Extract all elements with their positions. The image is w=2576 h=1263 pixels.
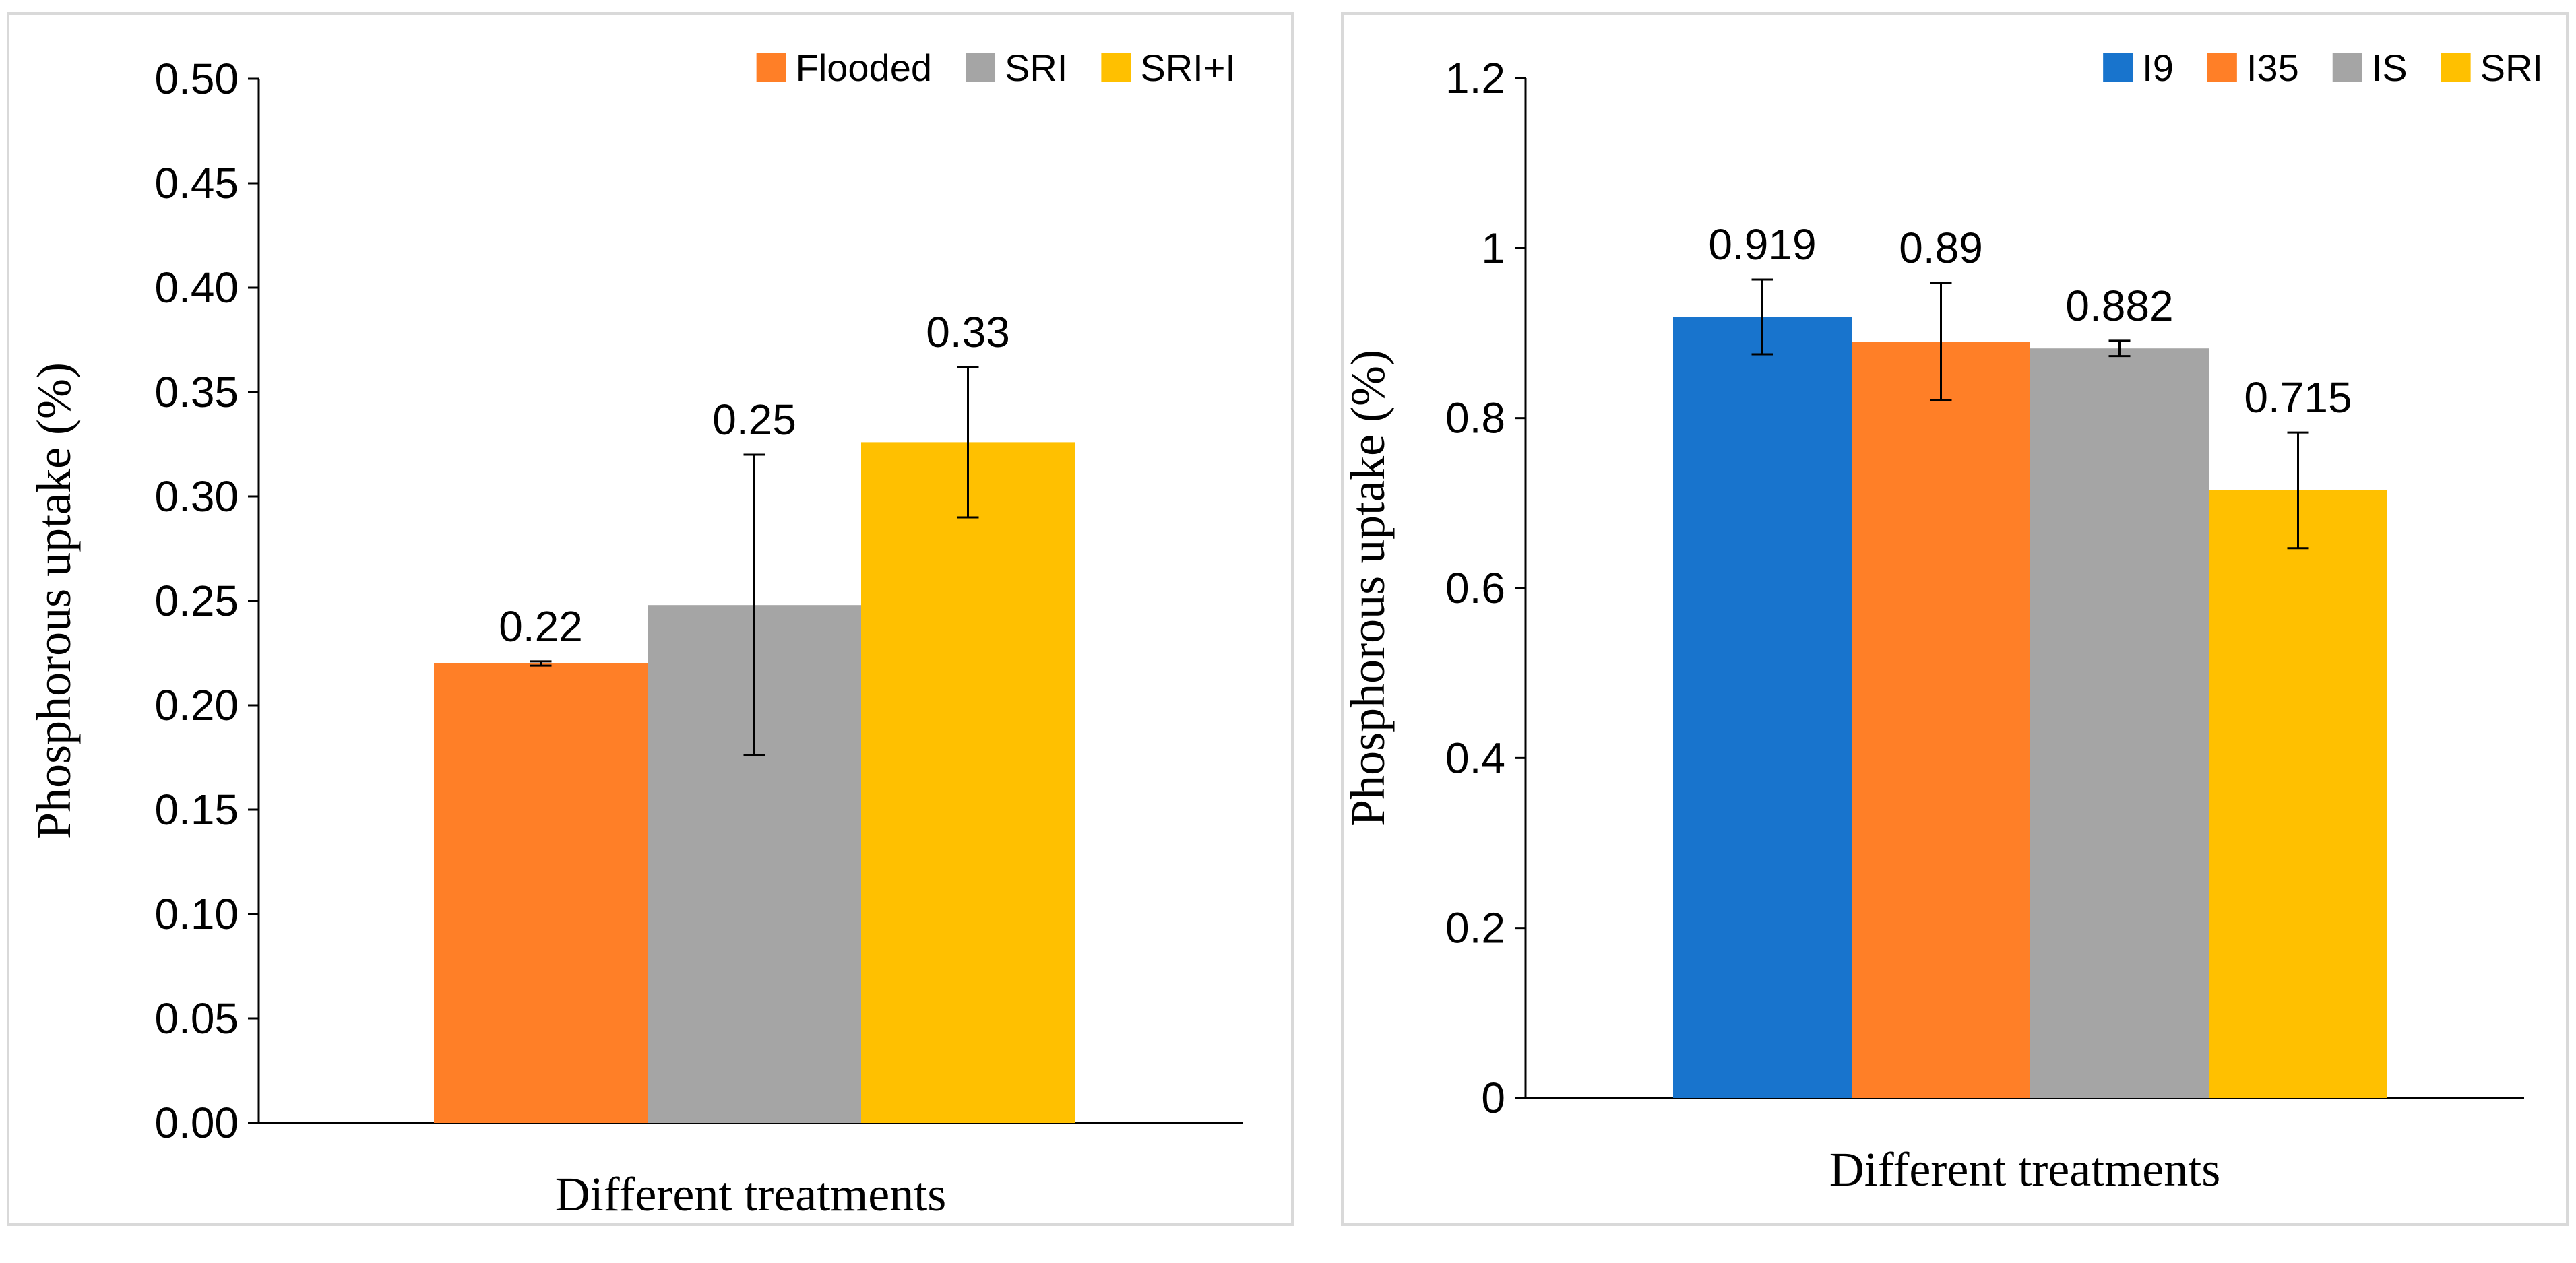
right-y-tick-label: 1.2: [1445, 54, 1505, 102]
left-y-axis-title: Phosphorous uptake (%): [27, 362, 81, 839]
left-data-label: 0.25: [712, 395, 796, 444]
left-legend-label: Flooded: [796, 46, 932, 89]
right-data-label: 0.715: [2244, 373, 2352, 422]
left-legend-label: SRI: [1005, 46, 1067, 89]
left-y-tick-label: 0.50: [154, 55, 239, 103]
chart-panel-right: 0 0.2 0.4 0.6 0.8 1 1.2 0.919 0.89 0.882 0.715 Diff…: [1341, 12, 2569, 1226]
left-legend-swatch: [1101, 53, 1131, 82]
left-bar-sri-i: [861, 442, 1075, 1123]
right-y-tick-label: 0.4: [1445, 734, 1505, 782]
right-y-tick-label: 0.2: [1445, 904, 1505, 952]
left-y-tick-label: 0.20: [154, 681, 239, 730]
left-y-tick-label: 0.40: [154, 263, 239, 312]
left-legend-swatch: [966, 53, 996, 82]
chart-left-svg: 0.00 0.05 0.10 0.15 0.20 0.25 0.30 0.35 0.40 0.45…: [27, 46, 1243, 1221]
right-legend-label: I9: [2142, 46, 2174, 89]
right-y-tick-label: 0: [1481, 1074, 1505, 1122]
left-x-axis-title: Different treatments: [555, 1167, 946, 1221]
left-y-tick-label: 0.35: [154, 368, 239, 416]
right-data-label: 0.89: [1899, 224, 1983, 272]
left-y-tick-label: 0.45: [154, 159, 239, 207]
left-y-tick-label: 0.10: [154, 890, 239, 938]
left-y-tick-label: 0.30: [154, 472, 239, 521]
left-legend-label: SRI+I: [1140, 46, 1236, 89]
right-x-axis-title: Different treatments: [1829, 1142, 2220, 1196]
left-y-tick-label: 0.25: [154, 577, 239, 625]
left-data-label: 0.33: [926, 308, 1010, 356]
left-y-tick-label: 0.05: [154, 994, 239, 1043]
right-bar-is: [2030, 348, 2209, 1098]
right-bar-i35: [1852, 342, 2030, 1098]
right-legend-label: IS: [2372, 46, 2408, 89]
chart-panel-left: 0.00 0.05 0.10 0.15 0.20 0.25 0.30 0.35 0.40 0.45…: [7, 12, 1294, 1226]
right-bar-sri: [2209, 490, 2387, 1098]
left-y-tick-label: 0.00: [154, 1099, 239, 1147]
right-data-label: 0.919: [1708, 220, 1816, 269]
right-data-label: 0.882: [2065, 282, 2173, 330]
right-legend-label: I35: [2247, 46, 2299, 89]
right-y-axis-title: Phosphorous uptake (%): [1341, 350, 1395, 827]
left-y-tick-label: 0.15: [154, 785, 239, 834]
right-legend-swatch: [2332, 53, 2362, 82]
right-legend-swatch: [2207, 53, 2237, 82]
right-legend-label: SRI: [2480, 46, 2543, 89]
right-bar-i9: [1673, 317, 1852, 1098]
left-bar-flooded: [434, 663, 648, 1123]
right-y-tick-label: 0.6: [1445, 564, 1505, 612]
left-data-label: 0.22: [499, 602, 583, 651]
chart-right-svg: 0 0.2 0.4 0.6 0.8 1 1.2 0.919 0.89 0.882 0.715 Diff…: [1341, 46, 2543, 1196]
right-legend-swatch: [2441, 53, 2471, 82]
right-y-tick-label: 1: [1481, 224, 1505, 272]
right-y-tick-label: 0.8: [1445, 394, 1505, 443]
left-legend-swatch: [756, 53, 786, 82]
right-legend-swatch: [2103, 53, 2133, 82]
